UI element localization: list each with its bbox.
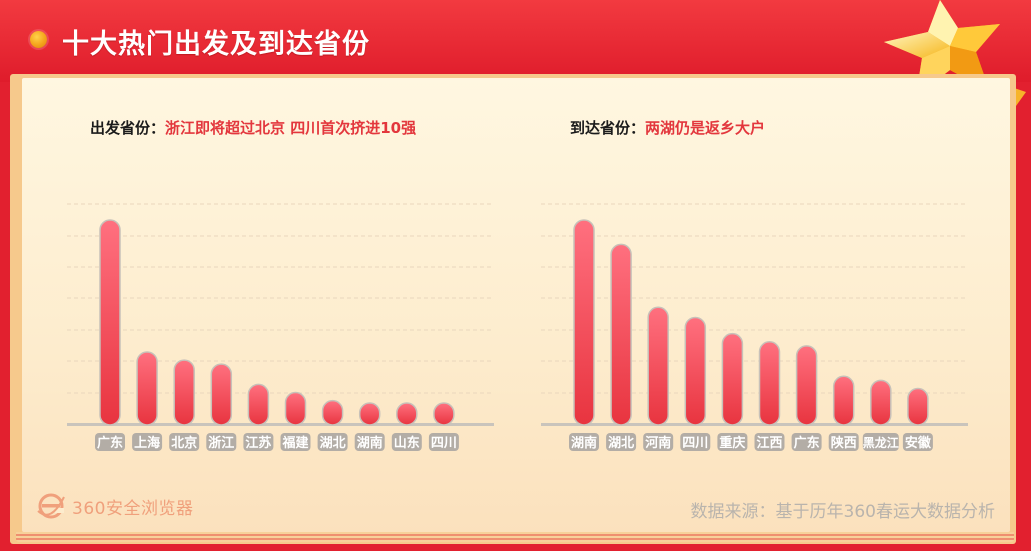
departure-label-bg: [206, 433, 237, 451]
arrival-bar-9: [870, 379, 892, 426]
arrival-bar-7: [795, 345, 818, 426]
arrival-bar-5: [721, 332, 744, 426]
departure-bar-3: [173, 359, 195, 426]
departure-bar-4: [210, 363, 233, 426]
arrival-label-bg: [902, 433, 933, 451]
content-panel: [22, 78, 1010, 532]
arrival-label-bg: [862, 433, 899, 451]
departure-tick-label: 浙江: [208, 435, 234, 451]
departure-bar-1: [99, 219, 121, 426]
departure-label-bg: [132, 433, 163, 451]
departure-tick-label: 山东: [394, 435, 420, 451]
departure-label-bg: [428, 433, 459, 451]
departure-tick-label: 福建: [281, 435, 308, 451]
departure-bar-6: [284, 391, 307, 426]
departure-label-bg: [317, 433, 348, 451]
departure-tick-label: 湖北: [320, 436, 346, 451]
arrival-bar-8: [832, 375, 855, 426]
header-bar: [0, 0, 1031, 82]
arrival-tick-label: 安徽: [905, 435, 932, 451]
departure-label-bg: [354, 433, 385, 451]
right-chart-label: 到达省份：: [570, 119, 646, 137]
arrival-bar-6: [758, 341, 781, 426]
arrival-tick-label: 湖南: [571, 435, 597, 451]
arrival-tick-label: 广东: [794, 435, 820, 451]
arrival-label-bg: [643, 433, 674, 451]
arrival-bar-1: [573, 219, 595, 426]
departure-tick-label: 北京: [171, 435, 197, 451]
departure-label-bg: [169, 433, 200, 451]
arrival-tick-label: 江西: [756, 435, 782, 451]
arrival-bar-4: [684, 316, 707, 426]
header-bullet-icon: [30, 31, 47, 48]
arrival-tick-label: 四川: [682, 436, 708, 451]
left-chart-subtitle: 出发省份：浙江即将超过北京 四川首次挤进10强: [90, 117, 416, 138]
departure-bar-8: [358, 402, 381, 426]
arrival-label-bg: [754, 433, 785, 451]
departure-label-bg: [391, 433, 422, 451]
right-chart-highlight: 两湖仍是返乡大户: [645, 119, 766, 137]
arrival-tick-label: 湖北: [608, 436, 634, 451]
departure-tick-label: 上海: [134, 435, 160, 451]
arrival-label-bg: [680, 433, 711, 451]
departure-label-bg: [280, 433, 311, 451]
browser-e-icon: [37, 493, 65, 519]
departure-bar-10: [433, 402, 455, 426]
arrival-label-bg: [791, 433, 822, 451]
departure-bar-5: [247, 383, 270, 426]
logo-text: 360安全浏览器: [72, 498, 194, 519]
right-chart-subtitle: 到达省份：两湖仍是返乡大户: [570, 117, 765, 138]
departure-bar-2: [136, 351, 158, 426]
arrival-tick-label: 河南: [645, 435, 671, 451]
departure-tick-label: 四川: [431, 436, 457, 451]
arrival-label-bg: [828, 433, 859, 451]
departure-tick-label: 江苏: [245, 435, 271, 451]
left-chart-label: 出发省份：: [90, 119, 166, 137]
departure-x-axis: [67, 423, 494, 426]
arrival-bar-10: [907, 387, 929, 426]
data-source: 数据来源：基于历年360春运大数据分析: [690, 502, 995, 522]
arrival-tick-label: 重庆: [719, 435, 745, 451]
departure-tick-label: 广东: [97, 435, 123, 451]
logo: 360安全浏览器: [36, 490, 193, 522]
departure-tick-label: 湖南: [357, 435, 383, 451]
departure-label-bg: [243, 433, 274, 451]
left-chart-highlight: 浙江即将超过北京 四川首次挤进10强: [165, 119, 417, 137]
arrival-label-bg: [717, 433, 748, 451]
arrival-x-axis: [541, 423, 968, 426]
departure-bar-9: [396, 402, 418, 426]
arrival-bar-2: [610, 243, 632, 426]
departure-bar-7: [321, 399, 344, 426]
arrival-label-bg: [606, 433, 637, 451]
panel-bottom-stripes: [16, 532, 1014, 542]
arrival-bar-3: [647, 306, 669, 426]
arrival-tick-label: 黑龙江: [863, 435, 899, 450]
arrival-tick-label: 陕西: [831, 435, 857, 451]
page-title: 十大热门出发及到达省份: [62, 29, 370, 60]
arrival-label-bg: [569, 433, 599, 451]
departure-label-bg: [95, 433, 125, 451]
